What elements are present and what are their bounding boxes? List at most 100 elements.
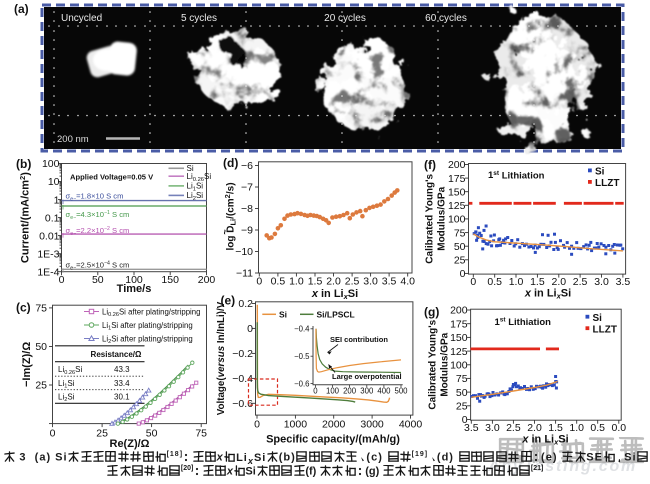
svg-text:200: 200 [343, 387, 357, 396]
svg-text:2.5: 2.5 [506, 422, 521, 434]
svg-text:200: 200 [450, 305, 468, 317]
svg-text:100: 100 [448, 214, 466, 226]
svg-text:−8: −8 [241, 203, 253, 215]
svg-text:Si: Si [279, 309, 287, 319]
svg-text:Resistance/Ω: Resistance/Ω [91, 350, 142, 359]
svg-text:1.5: 1.5 [548, 422, 563, 434]
svg-text:−Im(Z)/Ω: −Im(Z)/Ω [21, 342, 33, 387]
svg-text:50: 50 [146, 428, 158, 440]
svg-text:1E-3: 1E-3 [37, 248, 59, 260]
svg-text:Specific capacity/(mAh/g): Specific capacity/(mAh/g) [266, 434, 400, 446]
svg-text:Si/LPSCL: Si/LPSCL [317, 309, 355, 319]
svg-text:75: 75 [456, 373, 468, 385]
svg-text:0.2: 0.2 [238, 298, 253, 310]
svg-text:75: 75 [35, 303, 47, 315]
svg-text:Current/(mA/cm2): Current/(mA/cm2) [18, 172, 32, 263]
svg-text:150: 150 [161, 274, 179, 286]
svg-text:0.01: 0.01 [39, 230, 60, 242]
svg-text:−6: −6 [241, 160, 253, 172]
svg-text:LLZT: LLZT [595, 178, 619, 189]
svg-text:125: 125 [450, 346, 468, 358]
svg-text:−0.6: −0.6 [232, 398, 253, 410]
svg-text:Si: Si [187, 164, 194, 173]
svg-text:σe−=2.2×10−2 S cm: σe−=2.2×10−2 S cm [66, 226, 130, 237]
svg-text:4000: 4000 [399, 419, 423, 431]
svg-text:−10: −10 [235, 246, 253, 258]
svg-text:Calibrated Young'sModulus/GPa: Calibrated Young'sModulus/GPa [428, 319, 451, 409]
svg-text:100: 100 [450, 359, 468, 371]
svg-text:1000: 1000 [284, 419, 308, 431]
svg-text:Li0.26Si: Li0.26Si [58, 365, 82, 376]
svg-text:300: 300 [360, 387, 374, 396]
svg-text:200 nm: 200 nm [57, 134, 89, 145]
svg-text:0.0: 0.0 [611, 422, 626, 434]
svg-text:3000: 3000 [360, 419, 384, 431]
svg-text:400: 400 [377, 387, 391, 396]
svg-text:33.4: 33.4 [114, 379, 130, 388]
svg-text:25: 25 [35, 380, 47, 392]
svg-text:σe−=2.5×10−4 S cm: σe−=2.5×10−4 S cm [66, 261, 130, 272]
svg-text:−7: −7 [241, 182, 253, 194]
svg-text:−9: −9 [241, 225, 253, 237]
svg-text:Voltage(versus In/InLi)/V: Voltage(versus In/InLi)/V [216, 301, 227, 415]
svg-text:(b): (b) [16, 157, 31, 171]
svg-text:3.5: 3.5 [464, 422, 479, 434]
svg-text:200: 200 [448, 159, 466, 171]
svg-text:Applied Voltage=0.05 V: Applied Voltage=0.05 V [70, 173, 154, 182]
svg-text:25: 25 [96, 428, 108, 440]
svg-text:0: 0 [59, 274, 65, 286]
svg-text:2.0: 2.0 [527, 422, 542, 434]
svg-text:log DLi/(cm2/s): log DLi/(cm2/s) [223, 182, 238, 250]
svg-text:0: 0 [460, 268, 466, 280]
svg-text:~: ~ [220, 229, 230, 234]
svg-text:LLZT: LLZT [593, 324, 617, 335]
svg-text:150: 150 [450, 332, 468, 344]
svg-text:60 cycles: 60 cycles [425, 13, 467, 24]
svg-text:(f): (f) [424, 158, 436, 172]
svg-text:3.5: 3.5 [382, 276, 397, 288]
svg-text:0: 0 [50, 428, 56, 440]
svg-text:175: 175 [448, 173, 466, 185]
svg-text:x in LixSi: x in LixSi [311, 288, 358, 301]
svg-text:Re(Z)/Ω: Re(Z)/Ω [110, 438, 150, 450]
svg-text:σe−=4.3×10−1 S cm: σe−=4.3×10−1 S cm [66, 210, 130, 221]
svg-text:−0.6: −0.6 [294, 379, 309, 388]
svg-text:50: 50 [92, 274, 104, 286]
svg-text:0: 0 [256, 276, 262, 288]
svg-text:2000: 2000 [322, 419, 346, 431]
svg-text:Li1Si: Li1Si [58, 379, 75, 390]
svg-text:0: 0 [470, 276, 476, 288]
svg-text:−0.4: −0.4 [294, 325, 310, 334]
svg-text:(g): (g) [424, 305, 439, 319]
svg-text:Uncycled: Uncycled [61, 13, 102, 24]
svg-text:25: 25 [454, 255, 466, 267]
svg-text:50: 50 [454, 241, 466, 253]
svg-text:σe−=1.8×10 S cm: σe−=1.8×10 S cm [66, 192, 124, 203]
svg-text:75: 75 [454, 227, 466, 239]
svg-text:−0.4: −0.4 [232, 373, 253, 385]
svg-text:3.5: 3.5 [616, 276, 631, 288]
svg-text:1.5: 1.5 [308, 276, 323, 288]
svg-text:10: 10 [48, 176, 60, 188]
svg-text:(c): (c) [16, 301, 31, 315]
svg-text:20 cycles: 20 cycles [324, 13, 366, 24]
svg-text:0.1: 0.1 [45, 212, 60, 224]
svg-text:1E-4: 1E-4 [37, 266, 59, 278]
svg-text:Li0.26Si: Li0.26Si [187, 172, 212, 183]
svg-text:2.0: 2.0 [551, 276, 566, 288]
svg-text:0: 0 [254, 419, 260, 431]
svg-text:50: 50 [35, 341, 47, 353]
svg-text:175: 175 [450, 318, 468, 330]
svg-text:150: 150 [448, 186, 466, 198]
svg-text:Si: Si [595, 167, 605, 178]
svg-text:Li2Si: Li2Si [187, 191, 204, 202]
svg-text:43.3: 43.3 [114, 365, 130, 374]
svg-text:2.0: 2.0 [326, 276, 341, 288]
svg-text:1: 1 [54, 194, 60, 206]
svg-text:0: 0 [313, 387, 318, 396]
svg-text:(a): (a) [14, 2, 29, 16]
svg-text:30.1: 30.1 [114, 392, 130, 401]
svg-text:x in LixSi: x in LixSi [524, 288, 571, 301]
svg-text:−11: −11 [236, 268, 253, 280]
svg-text:4.0: 4.0 [400, 276, 415, 288]
